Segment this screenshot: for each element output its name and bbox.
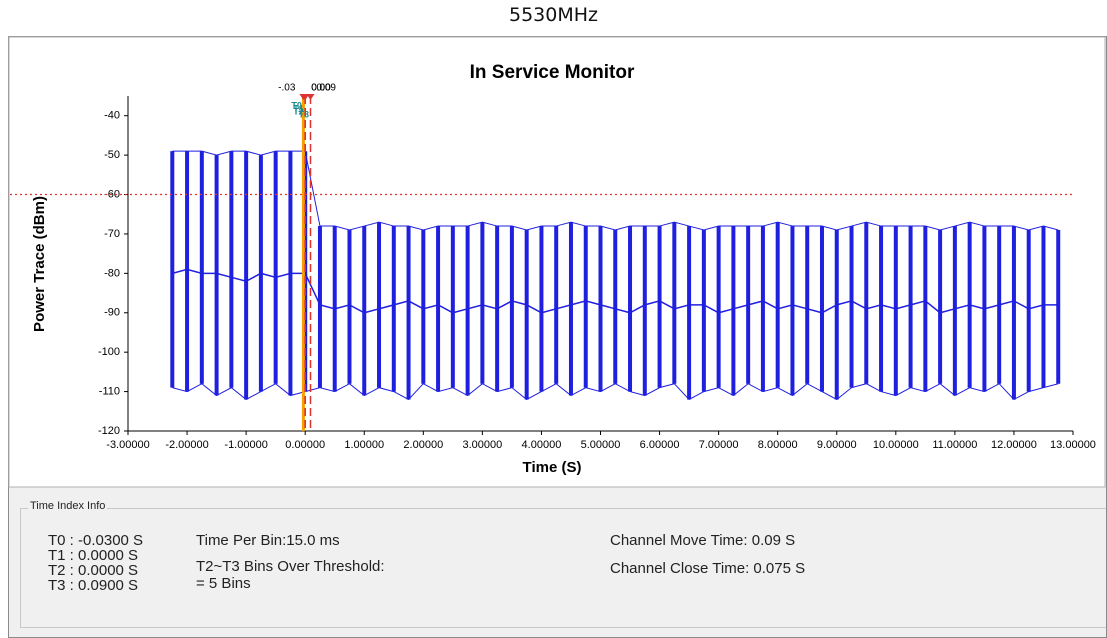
x-tick-label: 10.00000 (873, 439, 919, 451)
marker-arrow (301, 94, 310, 100)
x-tick-label: 11.00000 (932, 439, 977, 451)
marker-label: 0.09 (317, 83, 337, 94)
t-value: T3 : 0.0900 S (48, 577, 139, 594)
y-tick-label: -60 (104, 188, 120, 200)
t-value: T1 : 0.0000 S (48, 547, 139, 564)
marker-name: T3 (299, 109, 310, 119)
x-tick-label: 9.00000 (817, 439, 857, 451)
x-tick-label: 13.00000 (1050, 439, 1096, 451)
marker-label: -.03 (278, 83, 296, 94)
x-tick-label: 12.00000 (991, 439, 1037, 451)
x-axis-label: Time (S) (523, 459, 582, 476)
y-axis-label: Power Trace (dBm) (31, 196, 48, 332)
y-tick-label: -100 (98, 346, 120, 358)
info-group-title: Time Index Info (28, 500, 108, 512)
x-tick-label: -2.00000 (165, 439, 208, 451)
x-tick-label: 4.00000 (522, 439, 562, 451)
x-tick-label: 6.00000 (640, 439, 680, 451)
y-tick-label: -70 (104, 228, 120, 240)
trace-peak (172, 150, 1059, 231)
marker-name: T2 (293, 106, 304, 116)
x-tick-label: -1.00000 (224, 439, 267, 451)
marker-label: 0.00 (311, 83, 331, 94)
y-tick-label: -50 (104, 149, 120, 161)
bins-over-threshold: T2~T3 Bins Over Threshold: (196, 558, 385, 575)
t-value: T0 : -0.0300 S (48, 532, 144, 549)
x-tick-label: -3.00000 (106, 439, 149, 451)
marker-arrow (306, 94, 315, 100)
channel-move-time: Channel Move Time: 0.09 S (610, 532, 796, 549)
info-group (20, 508, 1106, 628)
time-per-bin: Time Per Bin:15.0 ms (196, 532, 340, 549)
bins-count: = 5 Bins (196, 575, 251, 592)
x-tick-label: 7.00000 (699, 439, 739, 451)
trace-floor (172, 383, 1059, 401)
marker-name: T1 (293, 103, 304, 113)
x-tick-label: 2.00000 (403, 439, 443, 451)
y-tick-label: -90 (104, 307, 120, 319)
t-value: T2 : 0.0000 S (48, 562, 139, 579)
y-tick-label: -120 (98, 425, 120, 437)
trace-mid (172, 268, 1059, 314)
y-tick-label: -110 (99, 385, 120, 397)
y-tick-label: -80 (104, 267, 120, 279)
marker-name: T0 (291, 100, 302, 110)
x-tick-label: 5.00000 (581, 439, 621, 451)
x-tick-label: 1.00000 (344, 439, 384, 451)
chart-title: In Service Monitor (470, 62, 635, 83)
x-tick-label: 0.00000 (285, 439, 325, 451)
page-title: 5530MHz (508, 4, 598, 26)
channel-close-time: Channel Close Time: 0.075 S (610, 560, 806, 577)
chart: In Service Monitor Time (S) Power Trace … (8, 36, 1106, 488)
x-tick-label: 8.00000 (758, 439, 798, 451)
marker-label: 0.00 (311, 83, 331, 94)
x-tick-label: 3.00000 (462, 439, 502, 451)
y-tick-label: -40 (104, 110, 120, 122)
